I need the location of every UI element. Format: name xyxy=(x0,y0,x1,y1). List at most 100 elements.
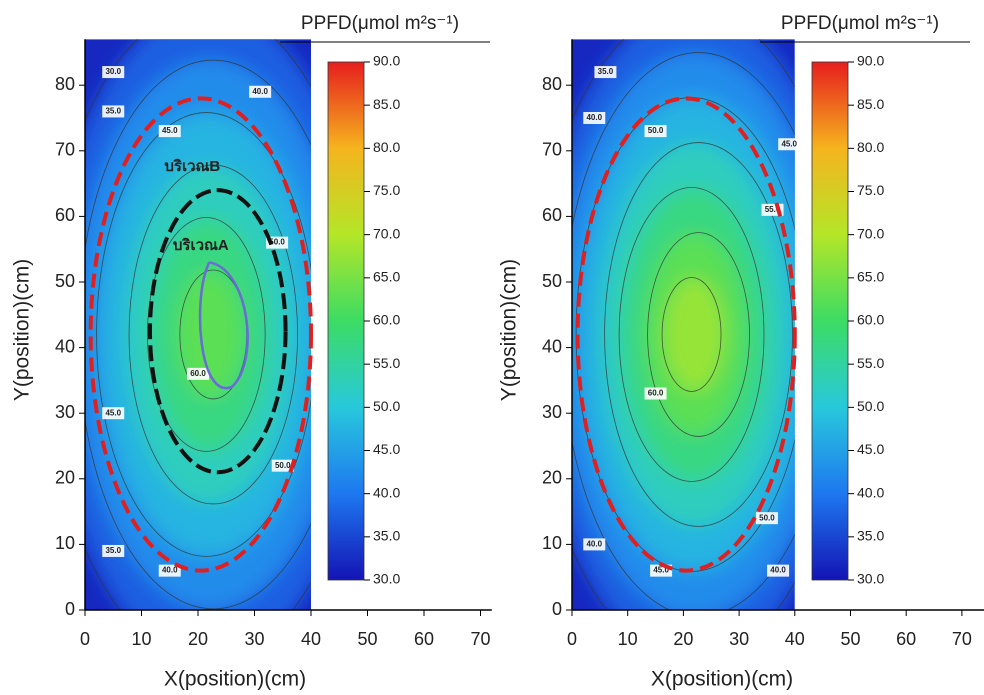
contour-label: 40.0 xyxy=(770,566,786,575)
contour-label-box xyxy=(594,66,617,79)
colorbar-tick-label: 85.0 xyxy=(373,96,400,112)
contour-label: 35.0 xyxy=(105,107,121,116)
colorbar-tick-label: 90.0 xyxy=(373,53,400,69)
y-tick-label: 50 xyxy=(542,271,562,291)
x-tick-label: 0 xyxy=(567,629,577,649)
contour-label-box xyxy=(644,125,667,138)
contour-label-box xyxy=(767,564,790,577)
region-outline xyxy=(88,96,313,573)
heatmap-fill xyxy=(85,39,311,610)
x-tick-label: 60 xyxy=(414,629,434,649)
x-tick-label: 50 xyxy=(357,629,377,649)
x-tick-label: 40 xyxy=(301,629,321,649)
heatmap xyxy=(85,39,311,610)
region-a-outline xyxy=(198,261,249,390)
contour-label-box xyxy=(266,236,289,249)
x-tick-label: 10 xyxy=(131,629,151,649)
y-tick-label: 60 xyxy=(542,205,562,225)
contour-line xyxy=(661,277,722,392)
contour-label-box xyxy=(187,367,209,380)
contour-label-box xyxy=(271,459,294,472)
colorbar-tick-label: 90.0 xyxy=(857,53,884,69)
y-tick-label: 30 xyxy=(55,402,75,422)
colorbar-tick-label: 55.0 xyxy=(373,355,400,371)
contour-label: 30.0 xyxy=(105,67,121,76)
x-axis-label: X(position)(cm) xyxy=(164,668,306,691)
x-axis-label: X(position)(cm) xyxy=(651,668,793,691)
y-tick-label: 20 xyxy=(542,468,562,488)
y-axis-label: Y(position)(cm) xyxy=(11,259,34,401)
heatmap-fill xyxy=(572,39,795,610)
contour-band xyxy=(665,277,725,392)
contour-label: 45.0 xyxy=(162,126,178,135)
panel: 35.0 40.0 50.0 45.0 55.0 60.0 50.0 40.0 45.0 40.0… xyxy=(498,13,984,691)
y-tick-label: 40 xyxy=(55,336,75,356)
y-tick-label: 40 xyxy=(542,336,562,356)
contour-label-box xyxy=(755,512,778,525)
heatmap xyxy=(572,39,795,610)
colorbar-tick-label: 35.0 xyxy=(373,528,400,544)
contour-label-box xyxy=(249,85,272,98)
contour-label: 40.0 xyxy=(586,113,602,122)
contour-label: 40.0 xyxy=(586,540,602,549)
contour-label-box xyxy=(102,66,125,79)
region-b-outline xyxy=(147,188,288,475)
contour-band xyxy=(175,270,243,399)
y-tick-label: 0 xyxy=(552,599,562,619)
contour-line xyxy=(85,59,311,610)
contour-label-box xyxy=(158,564,181,577)
contour-label: 45.0 xyxy=(653,566,669,575)
contour-label: 50.0 xyxy=(269,238,285,247)
x-tick-label: 60 xyxy=(896,629,916,649)
contour-label-box xyxy=(583,538,606,551)
colorbar xyxy=(811,61,849,581)
y-tick-label: 30 xyxy=(542,402,562,422)
colorbar-tick-label: 40.0 xyxy=(373,484,400,500)
contour-line xyxy=(618,187,765,482)
colorbar-tick-label: 55.0 xyxy=(857,355,884,371)
colorbar-tick-label: 80.0 xyxy=(857,139,884,155)
y-axis-label: Y(position)(cm) xyxy=(498,259,521,401)
x-tick-label: 70 xyxy=(952,629,972,649)
contour-label: 50.0 xyxy=(275,461,291,470)
colorbar-tick-label: 65.0 xyxy=(373,269,400,285)
contour-label-box xyxy=(583,112,606,124)
contour-label-box xyxy=(158,125,181,138)
y-tick-label: 70 xyxy=(542,140,562,160)
y-tick-label: 70 xyxy=(55,140,75,160)
colorbar-tick-label: 30.0 xyxy=(857,571,884,587)
contour-label-box xyxy=(102,544,125,557)
contour-label-box xyxy=(644,387,667,400)
contour-label: 40.0 xyxy=(252,87,268,96)
colorbar-tick-label: 85.0 xyxy=(857,96,884,112)
panel: 30.0 35.0 40.0 45.0 50.0 60.0 45.0 50.0 35.0 40.0… xyxy=(11,13,492,691)
contour-line xyxy=(647,232,750,437)
contour-label: 45.0 xyxy=(105,408,121,417)
contour-label: 45.0 xyxy=(781,139,797,148)
contour-label: 40.0 xyxy=(162,566,178,575)
x-tick-label: 70 xyxy=(470,629,490,649)
colorbar-tick-label: 50.0 xyxy=(373,398,400,414)
contour-label: 55.0 xyxy=(765,205,781,214)
x-tick-label: 30 xyxy=(244,629,264,649)
y-tick-label: 60 xyxy=(55,205,75,225)
contour-line xyxy=(96,112,311,557)
chart-title: PPFD(μmol m²s⁻¹) xyxy=(301,13,459,34)
colorbar-tick-label: 45.0 xyxy=(373,441,400,457)
x-tick-label: 20 xyxy=(188,629,208,649)
y-tick-label: 80 xyxy=(542,74,562,94)
colorbar-tick-label: 30.0 xyxy=(373,571,400,587)
contour-label: 35.0 xyxy=(105,546,121,555)
contour-line xyxy=(147,217,266,452)
contour-line xyxy=(572,52,795,610)
colorbar-tick-label: 60.0 xyxy=(373,312,400,328)
colorbar-tick-label: 35.0 xyxy=(857,528,884,544)
colorbar-tick-label: 70.0 xyxy=(373,225,400,241)
x-tick-label: 20 xyxy=(673,629,693,649)
y-tick-label: 10 xyxy=(55,533,75,553)
colorbar-tick-label: 45.0 xyxy=(857,441,884,457)
region-label: บริเวณB xyxy=(164,157,220,175)
y-tick-label: 20 xyxy=(55,468,75,488)
colorbar-tick-label: 65.0 xyxy=(857,269,884,285)
chart-title: PPFD(μmol m²s⁻¹) xyxy=(781,13,939,34)
